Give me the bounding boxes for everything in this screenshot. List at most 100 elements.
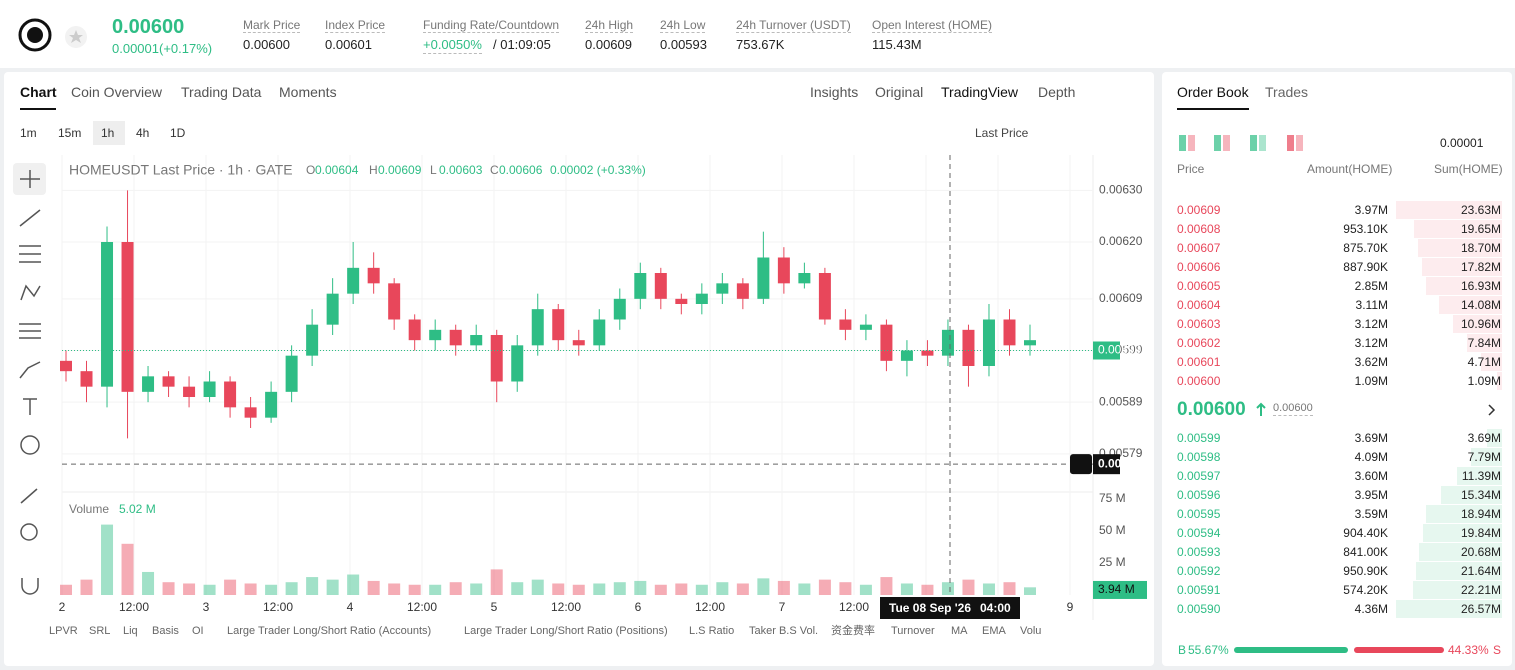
candle-body xyxy=(265,391,278,418)
y-tick-label: 0.00589 xyxy=(1099,394,1143,408)
favorite-icon[interactable] xyxy=(64,25,88,49)
book-amount: 887.90K xyxy=(1343,260,1388,274)
book-sum: 3.69M xyxy=(1467,431,1501,445)
stat-label: Index Price xyxy=(325,18,386,33)
stat-label: 24h Turnover (USDT) xyxy=(736,18,851,33)
indicator-tab[interactable]: LPVR xyxy=(49,625,78,637)
view-tab[interactable]: Original xyxy=(875,84,924,100)
indicator-tab[interactable]: Turnover xyxy=(891,625,935,637)
precision[interactable]: 0.00001 xyxy=(1440,136,1484,150)
legend-key: C xyxy=(490,163,499,177)
indicator-tab[interactable]: Taker B.S Vol. xyxy=(749,625,819,637)
book-price: 0.00607 xyxy=(1177,241,1221,255)
indicator-tab[interactable]: MA xyxy=(951,625,968,637)
book-sum: 4.71M xyxy=(1467,355,1501,369)
indicator-tab[interactable]: Volu xyxy=(1020,625,1042,637)
book-sum: 7.84M xyxy=(1467,336,1501,350)
sell-ratio: 44.33% xyxy=(1448,643,1489,657)
candle-body xyxy=(777,257,790,284)
countdown: / 01:09:05 xyxy=(493,37,551,52)
book-sum: 18.70M xyxy=(1460,241,1501,255)
x-tick-label: 6 xyxy=(635,600,642,614)
chart-tab[interactable]: Trading Data xyxy=(181,84,262,100)
depth-bar xyxy=(1497,372,1502,390)
volume-bar xyxy=(1003,582,1016,595)
stat-value: 0.00609 xyxy=(585,37,632,52)
volume-bar xyxy=(306,577,319,595)
indicator-tab[interactable]: OI xyxy=(192,625,204,637)
book-tab[interactable]: Order Book xyxy=(1177,84,1249,100)
indicator-tab[interactable]: L.S Ratio xyxy=(689,625,735,637)
book-amount: 3.11M xyxy=(1355,298,1388,312)
volume-bar xyxy=(388,583,401,595)
volume-bar xyxy=(531,579,544,595)
indicator-tab[interactable]: Large Trader Long/Short Ratio (Accounts) xyxy=(227,625,432,637)
interval[interactable]: 4h xyxy=(136,126,150,140)
crosshair-plus xyxy=(1070,454,1092,475)
candle-body xyxy=(1003,319,1016,346)
stat-label: Open Interest (HOME) xyxy=(872,18,993,33)
book-sum: 17.82M xyxy=(1460,260,1501,274)
volume-bar xyxy=(80,579,93,595)
volume-tick-label: 75 M xyxy=(1099,491,1126,505)
interval[interactable]: 15m xyxy=(58,126,82,140)
chart-tab[interactable]: Moments xyxy=(279,84,337,100)
candle-body xyxy=(408,319,421,341)
candle-body xyxy=(224,381,237,408)
volume-bar xyxy=(470,583,483,595)
stat-label: Mark Price xyxy=(243,18,301,33)
candle-body xyxy=(839,319,852,330)
indicator-tab[interactable]: Large Trader Long/Short Ratio (Positions… xyxy=(464,625,668,637)
volume-bar xyxy=(962,579,975,595)
book-tab[interactable]: Trades xyxy=(1265,84,1309,100)
book-amount: 841.00K xyxy=(1343,545,1388,559)
x-tick-label: 12:00 xyxy=(551,600,581,614)
candle-body xyxy=(716,283,729,294)
book-sum: 18.94M xyxy=(1460,507,1501,521)
interval[interactable]: 1h xyxy=(101,126,115,140)
indicator-tab[interactable]: 资金费率 xyxy=(831,625,875,637)
book-amount: 3.12M xyxy=(1354,317,1388,331)
book-sum: 19.84M xyxy=(1460,526,1501,540)
legend-value: 0.00603 xyxy=(439,163,483,177)
stat-value: 0.00601 xyxy=(325,37,372,52)
view-tab[interactable]: Depth xyxy=(1038,84,1076,100)
volume-bar xyxy=(921,584,934,595)
volume-bar xyxy=(695,584,708,595)
candle-body xyxy=(285,355,298,392)
indicator-tab[interactable]: Liq xyxy=(123,625,138,637)
book-amount: 953.10K xyxy=(1343,222,1388,236)
candle-body xyxy=(101,242,114,387)
price-change: 0.00001(+0.17%) xyxy=(112,41,213,56)
candle-body xyxy=(818,273,831,320)
view-tab[interactable]: TradingView xyxy=(941,84,1019,100)
volume-bar xyxy=(162,582,175,595)
book-sum: 1.09M xyxy=(1467,374,1501,388)
chevron[interactable] xyxy=(1486,403,1498,417)
book-amount: 3.95M xyxy=(1354,488,1388,502)
indicator-tab[interactable]: Basis xyxy=(152,625,179,637)
indicator-tab[interactable]: EMA xyxy=(982,625,1006,637)
book-amount: 574.20K xyxy=(1343,583,1388,597)
volume-bar xyxy=(839,582,852,595)
legend-value: 0.00609 xyxy=(378,163,422,177)
candle-body xyxy=(859,324,872,330)
buy-ratio: 55.67% xyxy=(1188,643,1229,657)
stat-value: 753.67K xyxy=(736,37,785,52)
legend-value: 0.00606 xyxy=(499,163,543,177)
volume-bar xyxy=(183,583,196,595)
depth-bar xyxy=(1413,581,1502,599)
candle-body xyxy=(306,324,319,356)
book-amount: 875.70K xyxy=(1343,241,1388,255)
stat-label: 24h Low xyxy=(660,18,706,33)
chart-tab[interactable]: Chart xyxy=(20,84,57,100)
x-tick-label: 12:00 xyxy=(695,600,725,614)
depth-bar xyxy=(1426,505,1502,523)
price-source[interactable]: Last Price xyxy=(975,126,1029,140)
volume-bar xyxy=(613,582,626,595)
indicator-tab[interactable]: SRL xyxy=(89,625,111,637)
interval[interactable]: 1m xyxy=(20,126,37,140)
view-tab[interactable]: Insights xyxy=(810,84,859,100)
chart-tab[interactable]: Coin Overview xyxy=(71,84,163,100)
interval[interactable]: 1D xyxy=(170,126,186,140)
